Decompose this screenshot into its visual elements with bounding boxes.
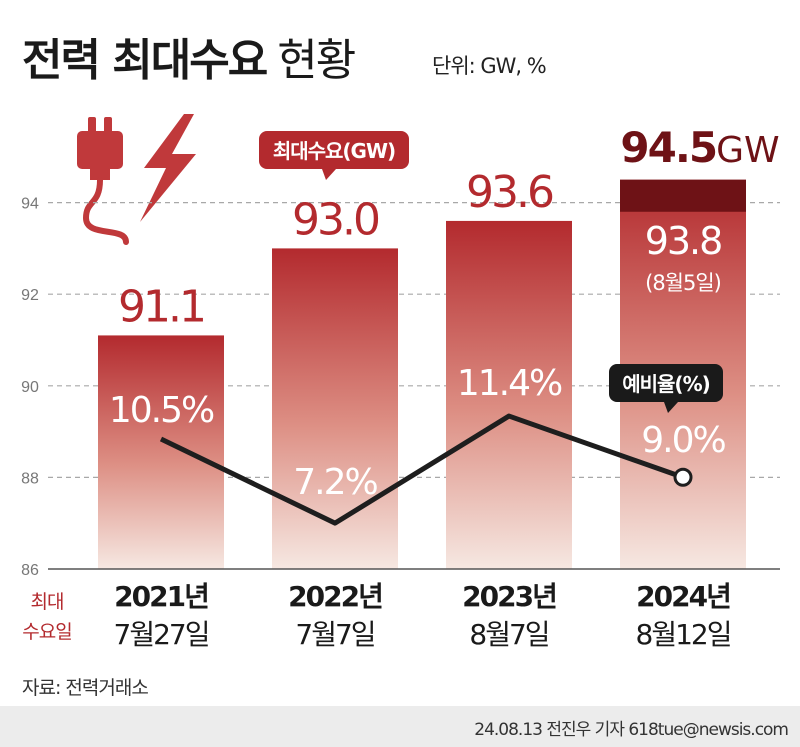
title-bold: 전력 최대수요 (22, 35, 268, 86)
bar (446, 220, 572, 570)
bars (98, 179, 746, 570)
bar-value-label: 93.0 (292, 194, 379, 245)
x-date-label: 7월27일 (114, 618, 209, 651)
page-title: 전력 최대수요 현황 (22, 24, 356, 88)
x-category-label: 2021년 (114, 580, 208, 613)
reserve-line (159, 413, 693, 526)
reserve-rate-label: 10.5% (109, 390, 214, 431)
x-date-label: 7월7일 (295, 618, 374, 651)
demand-legend-callout: 최대수요(GW) (259, 131, 409, 180)
bar (98, 335, 224, 569)
reserve-rate-label: 7.2% (293, 462, 377, 503)
reserve-rate-point (673, 467, 693, 487)
reserve-legend-text: 예비율(%) (622, 372, 710, 396)
peak-demand-chart: 86 88 90 92 94 91.1 93.0 93.6 94.5GW 93.8 (8월5일) 최… (21, 114, 780, 651)
y-tick-label: 90 (21, 379, 39, 396)
reserve-rate-label: 9.0% (641, 420, 725, 461)
reserve-rate-label: 11.4% (457, 363, 562, 404)
y-tick-label: 86 (21, 562, 39, 579)
x-category-label: 2023년 (462, 580, 556, 613)
secondary-date-label: (8월5일) (645, 271, 721, 295)
bar-value-label: 91.1 (118, 281, 204, 332)
credit-text: 24.08.13 전진우 기자 618tue@newsis.com (474, 720, 789, 740)
y-tick-label: 88 (21, 470, 39, 487)
footer-bar: 24.08.13 전진우 기자 618tue@newsis.com (0, 706, 800, 747)
reserve-rate-line (159, 413, 684, 526)
unit-label: 단위: GW, % (432, 54, 547, 78)
peak-segment (620, 179, 746, 212)
source-note: 자료: 전력거래소 (22, 677, 149, 699)
x-date-label: 8월12일 (636, 618, 731, 651)
y-tick-label: 92 (21, 287, 39, 304)
demand-legend-text: 최대수요(GW) (273, 139, 395, 163)
bar (272, 248, 398, 569)
peak-value-label: 94.5GW (620, 123, 779, 172)
plug-icon (77, 117, 129, 245)
reserve-legend-callout: 예비율(%) (609, 364, 723, 413)
row-label-line2: 수요일 (22, 621, 71, 643)
chart-labels: 91.1 93.0 93.6 94.5GW 93.8 (8월5일) 최대수요(GW) 10.5… (109, 123, 780, 503)
title-light: 현황 (277, 35, 356, 86)
bar-value-label: 93.6 (466, 167, 553, 218)
x-category-label: 2022년 (288, 580, 382, 613)
secondary-value-label: 93.8 (645, 219, 722, 263)
x-date-label: 8월7일 (469, 618, 548, 651)
lightning-icon (140, 114, 196, 222)
x-category-label: 2024년 (636, 580, 730, 613)
x-axis: 2021년 7월27일 2022년 7월7일 2023년 8월7일 2024년 8월12일 최대… (22, 568, 780, 651)
y-tick-label: 94 (21, 196, 39, 213)
row-label-line1: 최대 (31, 591, 64, 613)
